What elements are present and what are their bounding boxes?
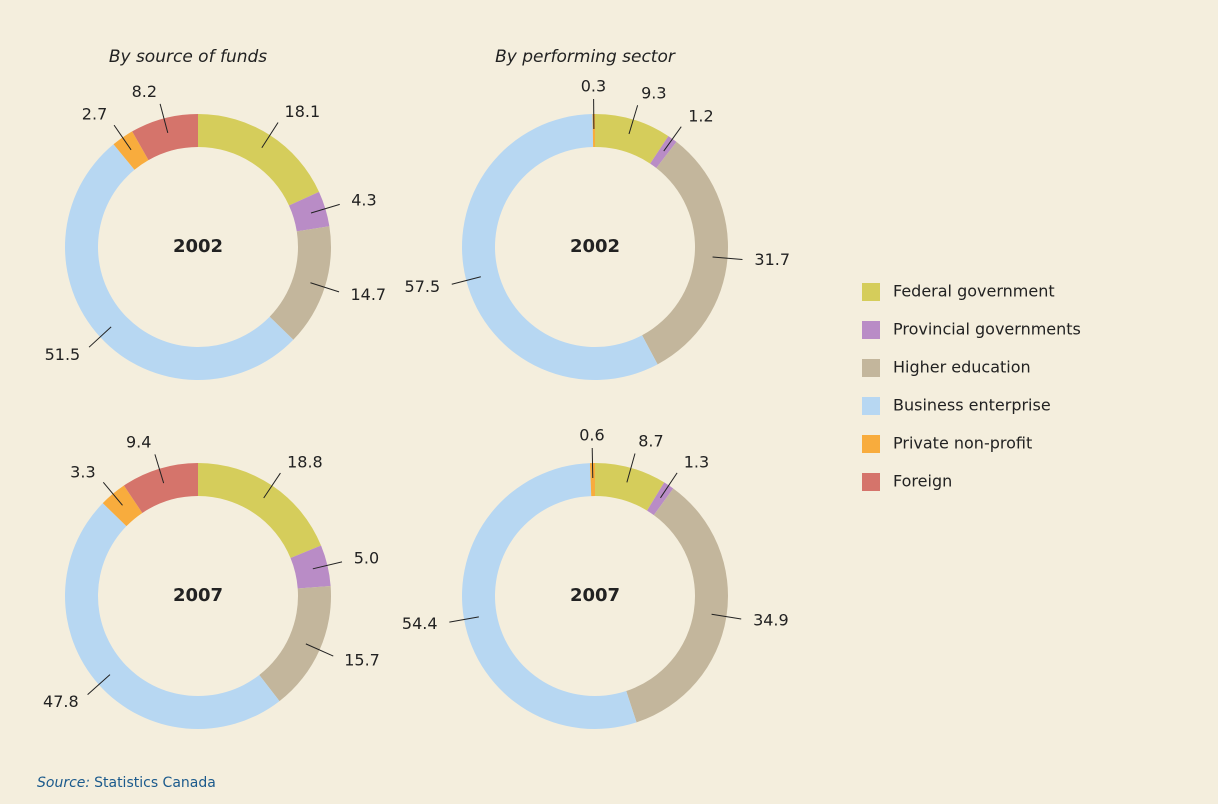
donut-slice <box>595 463 665 511</box>
donut-slice <box>113 131 149 170</box>
value-label: 18.8 <box>287 453 323 472</box>
source-text: Statistics Canada <box>94 775 216 791</box>
leader-line <box>663 126 682 152</box>
value-label: 3.3 <box>70 463 95 482</box>
leader-line <box>159 103 169 134</box>
donut-slice <box>626 488 729 723</box>
donut-slice <box>198 463 322 559</box>
donut-slice <box>589 463 595 497</box>
donut-slice <box>290 545 331 589</box>
donut-slice <box>259 585 331 702</box>
legend-swatch <box>862 321 880 339</box>
value-label: 5.0 <box>354 549 379 568</box>
value-label: 9.4 <box>126 432 151 451</box>
leader-line <box>711 613 742 620</box>
source-label: Source: <box>37 775 90 791</box>
value-label: 18.1 <box>285 102 321 121</box>
leader-line <box>626 453 636 483</box>
donut-slice <box>462 114 658 381</box>
legend-swatch <box>862 283 880 301</box>
chart-subtitle: By source of funds <box>109 47 267 67</box>
leader-line <box>451 276 481 285</box>
value-label: 9.3 <box>641 83 666 102</box>
donut-slice <box>102 485 143 527</box>
chart-subtitle: By performing sector <box>495 47 676 67</box>
donut-slice <box>132 114 198 161</box>
center-label: 2007 <box>570 585 620 606</box>
leader-line <box>87 674 111 695</box>
leader-line <box>312 561 343 570</box>
legend-label: Higher education <box>893 358 1031 377</box>
value-label: 0.3 <box>581 77 606 96</box>
center-label: 2002 <box>173 236 223 257</box>
value-label: 57.5 <box>405 277 441 296</box>
donut-slice <box>650 136 677 168</box>
value-label: 51.5 <box>45 345 81 364</box>
legend-label: Provincial governments <box>893 320 1081 339</box>
leader-line <box>712 256 743 261</box>
leader-line <box>88 326 112 348</box>
value-label: 15.7 <box>344 650 380 669</box>
value-label: 47.8 <box>43 692 79 711</box>
leader-line <box>660 472 678 499</box>
value-label: 14.7 <box>350 285 386 304</box>
donut-slice <box>123 463 198 513</box>
legend-swatch <box>862 473 880 491</box>
leader-line <box>305 643 334 657</box>
legend-label: Foreign <box>893 472 952 491</box>
donut-slice <box>595 114 669 164</box>
leader-line <box>154 454 165 484</box>
donut-slice <box>642 141 728 365</box>
leader-line <box>449 616 479 623</box>
center-label: 2002 <box>570 236 620 257</box>
donut-slice <box>65 503 280 729</box>
donut-slice <box>65 144 294 380</box>
value-label: 54.4 <box>402 614 438 633</box>
value-label: 31.7 <box>754 250 790 269</box>
donut-slice <box>198 114 320 206</box>
legend-label: Private non-profit <box>893 434 1032 453</box>
value-label: 8.2 <box>132 82 157 101</box>
value-label: 34.9 <box>753 610 789 629</box>
value-label: 2.7 <box>82 105 107 124</box>
leader-line <box>263 472 281 499</box>
donut-slice <box>647 482 674 516</box>
source: Source: Statistics Canada <box>37 775 216 791</box>
donut-slice <box>269 226 331 340</box>
legend-swatch <box>862 435 880 453</box>
legend-label: Federal government <box>893 282 1055 301</box>
value-label: 1.2 <box>688 106 713 125</box>
leader-line <box>113 124 132 151</box>
legend-swatch <box>862 359 880 377</box>
value-label: 0.6 <box>579 426 604 445</box>
donut-slice <box>462 463 637 729</box>
leader-line <box>628 105 639 135</box>
leader-line <box>310 203 340 214</box>
leader-line <box>591 448 594 479</box>
legend-label: Business enterprise <box>893 396 1051 415</box>
leader-line <box>261 122 279 149</box>
value-label: 8.7 <box>638 431 663 450</box>
legend-swatch <box>862 397 880 415</box>
center-label: 2007 <box>173 585 223 606</box>
value-label: 1.3 <box>684 452 709 471</box>
donut-slice <box>288 191 330 232</box>
leader-line <box>102 481 123 506</box>
leader-line <box>310 282 340 293</box>
value-label: 4.3 <box>351 190 376 209</box>
donut-slice <box>592 114 595 148</box>
